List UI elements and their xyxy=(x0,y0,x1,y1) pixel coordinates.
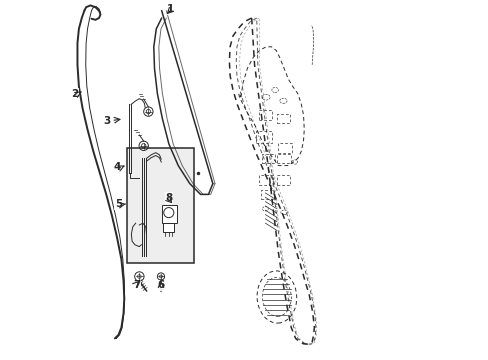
Text: 7: 7 xyxy=(133,280,140,290)
Text: 5: 5 xyxy=(115,199,122,210)
Bar xyxy=(127,148,194,263)
Text: 6: 6 xyxy=(157,280,164,290)
Bar xyxy=(276,175,289,185)
Bar xyxy=(163,224,173,233)
Bar xyxy=(161,206,176,224)
Bar xyxy=(260,190,274,199)
Bar xyxy=(277,154,290,163)
Bar xyxy=(256,131,272,143)
Text: 4: 4 xyxy=(113,162,120,172)
Bar xyxy=(276,114,289,123)
Bar xyxy=(277,143,291,153)
Bar xyxy=(262,154,275,163)
Bar xyxy=(258,175,273,185)
Bar xyxy=(258,110,272,120)
Text: 2: 2 xyxy=(71,89,78,99)
Text: 3: 3 xyxy=(103,116,110,126)
Text: 1: 1 xyxy=(167,4,174,14)
Text: 8: 8 xyxy=(165,193,172,203)
